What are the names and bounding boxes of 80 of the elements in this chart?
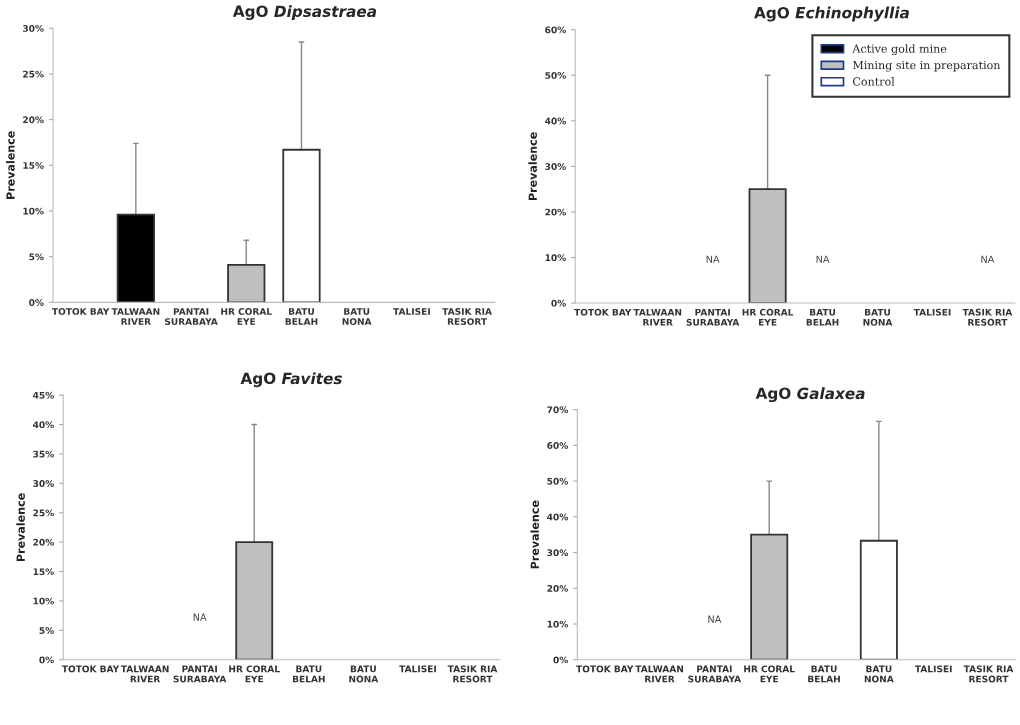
x-tick-label: TALISEI	[399, 665, 436, 673]
x-tick-label: TOTOK BAY	[61, 665, 120, 673]
x-tick-label: TALISEI	[913, 308, 951, 316]
x-tick-label: BATU BELAH	[292, 665, 325, 683]
y-axis-title: Prevalence	[528, 132, 537, 201]
x-tick-label: HR CORAL EYE	[221, 308, 272, 325]
x-tick-label: TALISEI	[393, 308, 430, 315]
chart-title: AgO Dipsastraea	[232, 5, 377, 21]
y-tick-label: 50%	[545, 72, 566, 79]
y-tick-label: 15%	[23, 162, 44, 169]
x-tick-label: TALISEI	[914, 665, 952, 673]
x-tick-label: BATU NONA	[349, 665, 379, 683]
y-tick-label: 50%	[547, 477, 568, 485]
x-tick-label: BATU BELAH	[285, 308, 318, 325]
chart-title: AgO Echinophyllia	[754, 6, 909, 22]
x-tick-label: BATU NONA	[864, 665, 894, 683]
x-tick-label: PANTAI SURABAYA	[688, 665, 742, 683]
x-tick-label: TASIK RIA RESORT	[447, 665, 498, 683]
y-tick-label: 20%	[23, 116, 44, 124]
y-tick-label: 10%	[545, 254, 566, 262]
y-tick-label: 30%	[33, 480, 54, 487]
x-tick-label: TALWAAN RIVER	[633, 308, 682, 326]
x-tick-label: BATU BELAH	[806, 308, 839, 326]
text: NA	[706, 255, 720, 263]
y-tick-label: 20%	[33, 538, 54, 546]
y-axis-title: Prevalence	[530, 500, 539, 569]
x-tick-label: HR CORAL EYE	[744, 665, 795, 683]
y-tick-label: 25%	[23, 70, 44, 78]
y-tick-label: 40%	[33, 421, 54, 429]
text: NA	[193, 613, 207, 621]
y-tick-label: 10%	[547, 620, 568, 628]
y-tick-label: 60%	[545, 26, 566, 34]
y-tick-label: 70%	[547, 406, 568, 414]
text: NA	[816, 255, 830, 263]
x-tick-label: BATU BELAH	[808, 665, 840, 683]
y-tick-label: 0%	[39, 656, 54, 664]
y-tick-label: 30%	[23, 25, 44, 32]
chart-title: AgO Galaxea	[755, 387, 865, 403]
y-tick-label: 25%	[33, 509, 54, 517]
x-tick-label: PANTAI SURABAYA	[686, 308, 740, 326]
y-tick-label: 30%	[545, 163, 566, 170]
y-tick-label: 10%	[33, 597, 54, 605]
y-tick-label: 0%	[553, 656, 568, 664]
x-tick-label: TOTOK BAY	[52, 308, 110, 315]
x-tick-label: HR CORAL EYE	[742, 308, 794, 326]
y-tick-label: 40%	[547, 513, 568, 521]
y-tick-label: 40%	[545, 117, 566, 125]
x-tick-label: TALWAAN RIVER	[635, 665, 684, 683]
legend-label: Mining site in preparation	[852, 60, 1001, 72]
x-tick-label: TALWAAN RIVER	[120, 665, 169, 683]
y-tick-label: 10%	[23, 207, 44, 215]
x-tick-label: TOTOK BAY	[576, 665, 634, 673]
x-tick-label: TASIK RIA RESORT	[963, 665, 1014, 683]
legend-label: Control	[853, 77, 895, 86]
y-tick-label: 45%	[33, 391, 54, 399]
y-tick-label: 0%	[551, 299, 566, 307]
x-tick-label: TASIK RIA RESORT	[442, 308, 492, 325]
y-tick-label: 30%	[547, 549, 568, 557]
y-tick-label: 0%	[29, 299, 44, 306]
y-tick-label: 5%	[29, 253, 44, 261]
y-axis-title: Prevalence	[16, 493, 25, 562]
legend-label: Active gold mine	[852, 44, 947, 56]
x-tick-label: HR CORAL EYE	[229, 665, 280, 683]
y-tick-label: 15%	[33, 568, 54, 576]
x-tick-label: TASIK RIA RESORT	[962, 308, 1013, 326]
y-tick-label: 60%	[547, 442, 568, 449]
y-tick-label: 20%	[547, 585, 568, 592]
x-tick-label: PANTAI SURABAYA	[164, 308, 218, 325]
y-tick-label: 35%	[33, 450, 54, 458]
x-tick-label: PANTAI SURABAYA	[173, 665, 227, 683]
text: NA	[708, 615, 722, 623]
y-tick-label: 20%	[545, 208, 566, 216]
y-axis-title: Prevalence	[6, 131, 15, 199]
chart-title: AgO Favites	[240, 372, 342, 388]
text: NA	[981, 255, 995, 263]
x-tick-label: BATU NONA	[863, 308, 893, 326]
x-tick-label: TOTOK BAY	[574, 308, 632, 316]
x-tick-label: TALWAAN RIVER	[111, 308, 160, 325]
y-tick-label: 5%	[39, 627, 54, 634]
x-tick-label: BATU NONA	[342, 308, 372, 325]
